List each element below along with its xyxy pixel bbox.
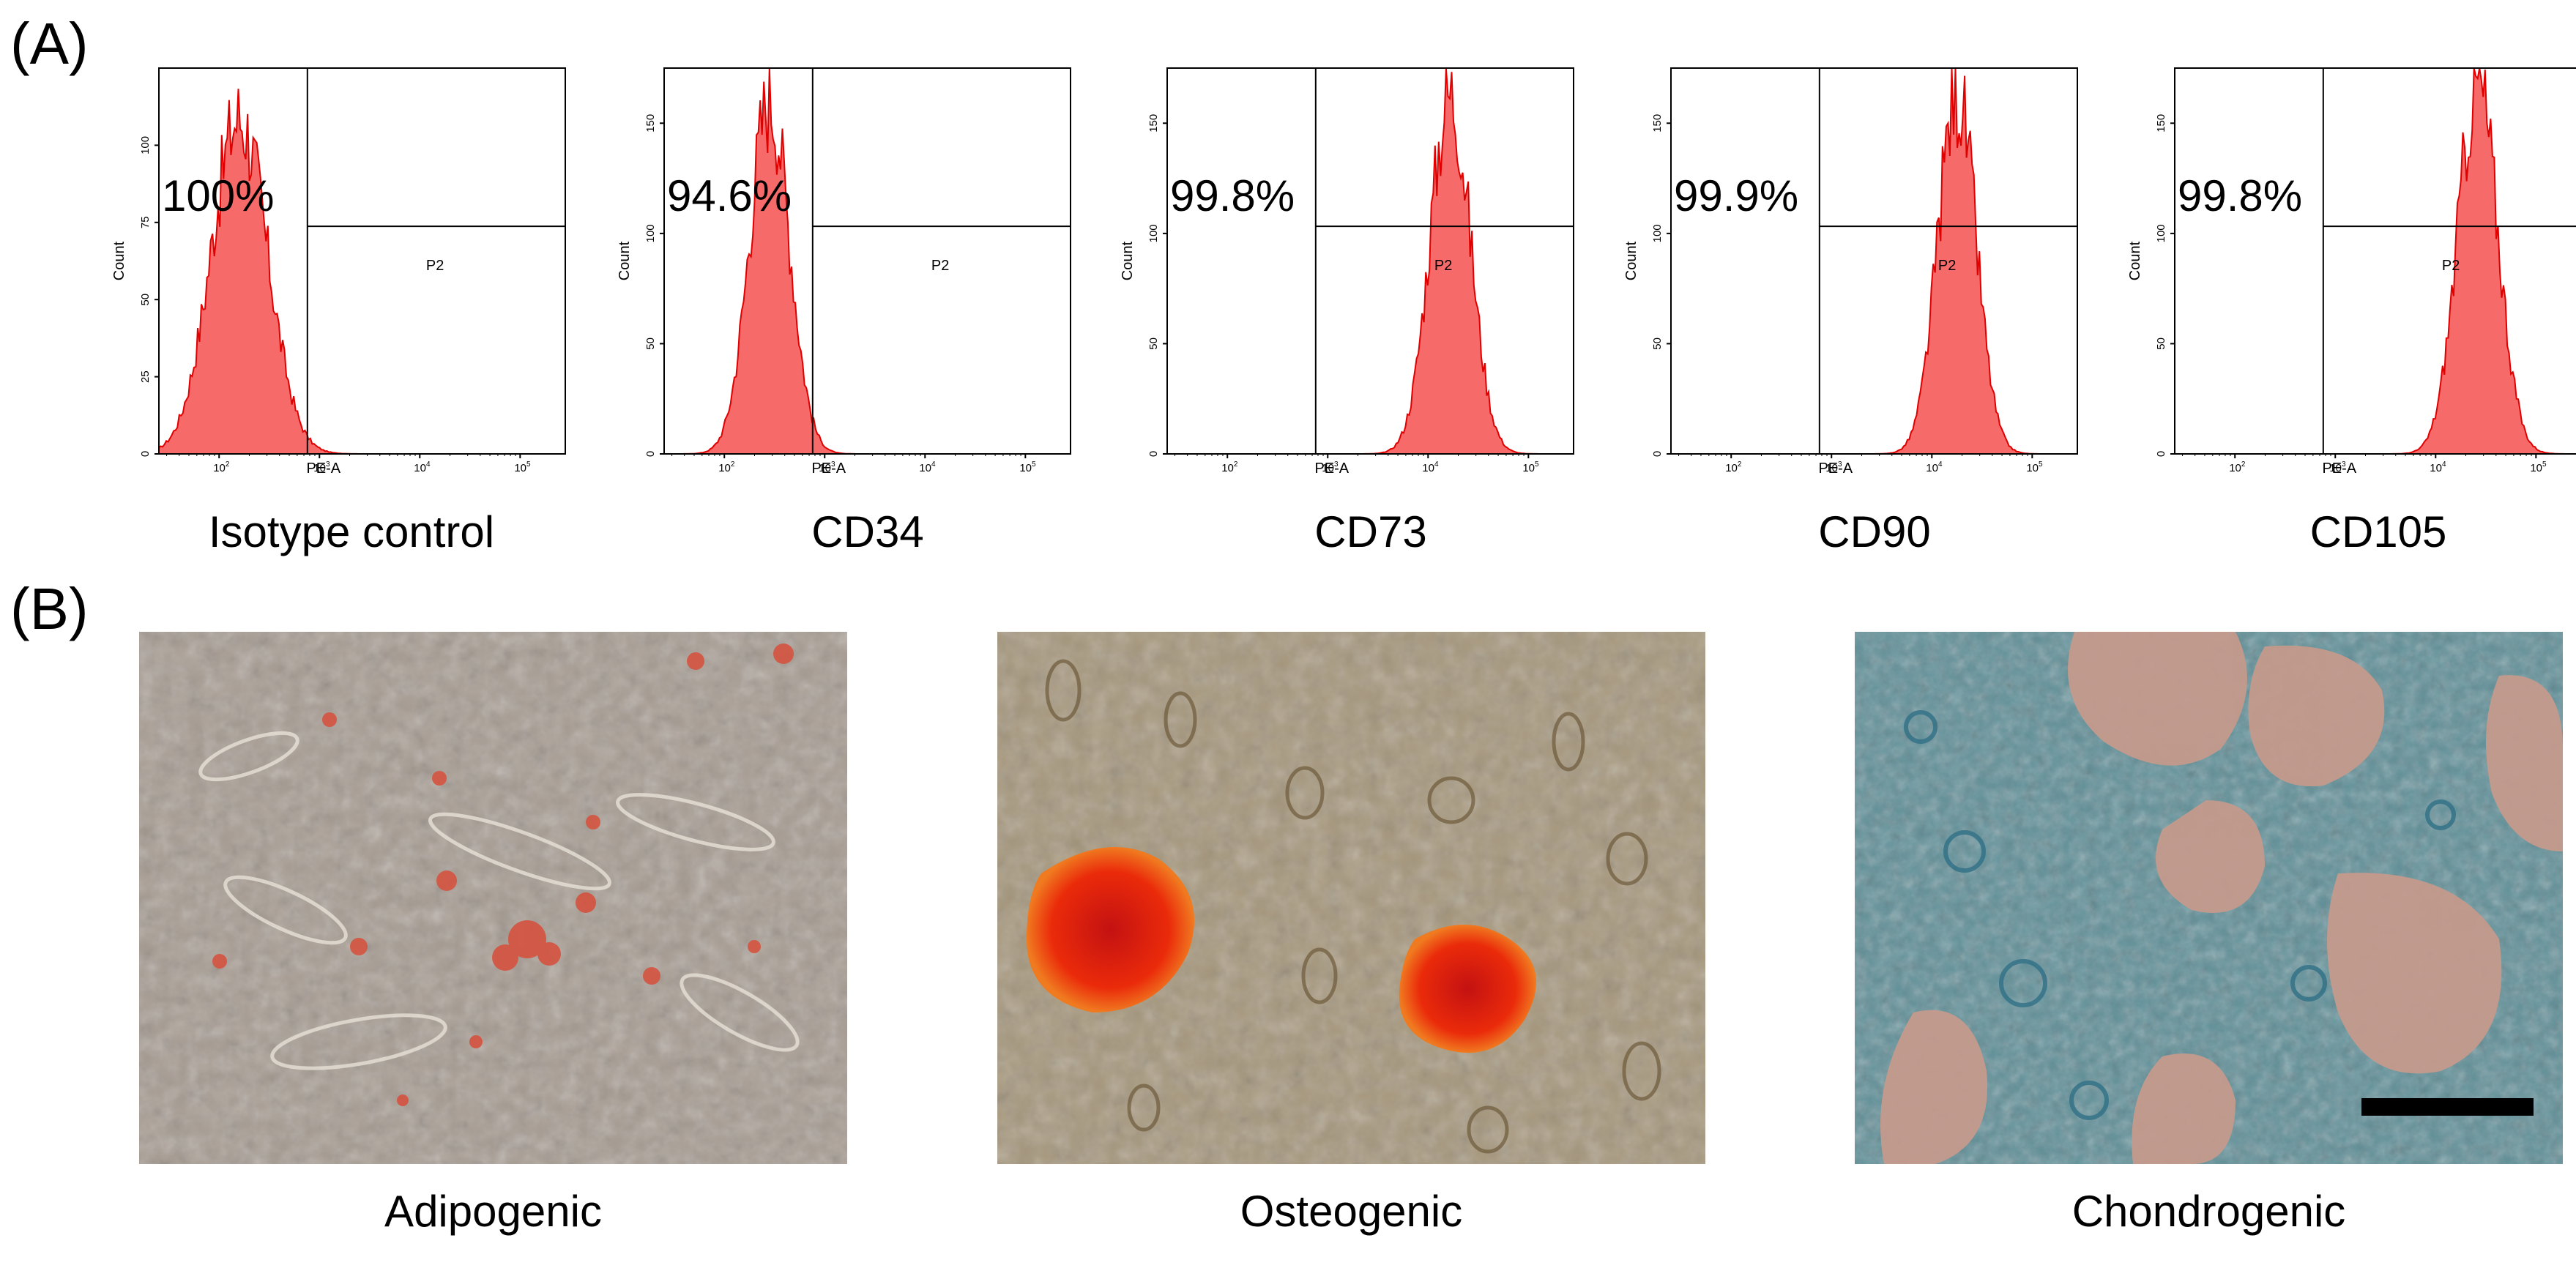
plot-frame [158,67,566,455]
x-tick-label: 105 [1019,460,1036,474]
y-tick-label: 50 [2155,337,2167,350]
micrograph-chondrogenic [1855,632,2563,1164]
y-tick-label: 25 [139,370,152,383]
percent-label: 99.8% [2178,171,2302,220]
x-axis-label: PE-A [306,460,340,477]
y-tick-label: 50 [139,294,152,306]
histogram-cd90: P2 99.9% 0 50 100 150 Count 102 103 104 105 PE-A [1623,66,2078,477]
caption-chondrogenic: Chondrogenic [2071,1187,2346,1236]
histogram-cd34: P2 94.6% 0 50 100 150 Count 102 103 104 105 PE-A [617,66,1071,477]
histogram-cd105: P2 99.8% 0 50 100 150 Count 102 103 104 105 PE-A [2127,66,2576,477]
histogram-area [1167,67,1574,455]
histogram-area [664,67,1071,455]
y-tick-label: 0 [2155,451,2167,457]
y-tick-label: 0 [644,451,657,457]
y-tick-label: 150 [2155,114,2167,133]
x-tick-label: 105 [2530,460,2547,474]
gate-label: P2 [426,258,444,274]
y-axis-label: Count [1623,241,1639,280]
panel-b-label: (B) [10,576,89,641]
y-tick-label: 100 [644,224,657,242]
plot-frame [663,67,1071,455]
x-tick-label: 104 [414,460,431,474]
x-tick-label: 105 [514,460,531,474]
x-tick-label: 103 [1825,460,1842,474]
y-tick-label: 75 [139,216,152,228]
y-tick-label: 0 [1651,451,1664,457]
caption-cd73: CD73 [1314,507,1427,556]
x-tick-label: 103 [2329,460,2346,474]
histogram-area [158,89,565,455]
histogram-svg: P2 99.9% 0 50 100 150 Count 102 103 104 105 PE-A [1623,67,2078,477]
caption-adipogenic: Adipogenic [384,1187,602,1236]
histogram-svg: P2 100% 0 25 50 75 100 Count 102 103 104 105 PE-A [111,67,566,477]
x-tick-label: 102 [1725,460,1742,474]
y-tick-label: 100 [1147,224,1160,242]
plot-frame [1166,67,1574,455]
y-tick-label: 100 [1651,224,1664,242]
x-tick-label: 104 [1422,460,1439,474]
x-tick-label: 104 [1926,460,1943,474]
histogram-svg: P2 99.8% 0 50 100 150 Count 102 103 104 105 PE-A [1120,67,1574,477]
histogram-area [2175,67,2576,455]
micrograph-osteogenic [997,632,1705,1164]
x-tick-label: 103 [313,460,330,474]
y-axis-label: Count [111,241,127,280]
caption-cd90: CD90 [1818,507,1931,556]
y-tick-label: 0 [139,451,152,457]
histogram-isotype-control: P2 100% 0 25 50 75 100 Count 102 103 104 105 PE-A [111,66,566,477]
y-axis-label: Count [1120,241,1136,280]
y-tick-label: 100 [139,136,152,154]
histogram-svg: P2 94.6% 0 50 100 150 Count 102 103 104 105 PE-A [617,67,1071,477]
x-tick-label: 102 [1221,460,1238,474]
y-tick-label: 100 [2155,224,2167,242]
caption-cd34: CD34 [811,507,924,556]
x-tick-label: 103 [819,460,835,474]
x-tick-label: 104 [919,460,936,474]
scale-bar [2361,1098,2534,1116]
y-tick-label: 150 [644,114,657,133]
y-tick-label: 50 [1147,337,1160,350]
x-tick-label: 104 [2430,460,2446,474]
panel-a-label: (A) [10,11,89,76]
x-tick-label: 102 [718,460,735,474]
percent-label: 99.8% [1170,171,1295,220]
micrograph-adipogenic [139,632,847,1164]
x-tick-label: 103 [1322,460,1339,474]
caption-isotype-control: Isotype control [208,507,495,556]
x-axis-label: PE-A [2322,460,2356,477]
x-axis-label: PE-A [811,460,846,477]
gate-label: P2 [1938,258,1956,274]
plot-frame [1670,67,2078,455]
y-tick-label: 50 [1651,337,1664,350]
y-tick-label: 50 [644,337,657,350]
gate-label: P2 [2442,258,2460,274]
caption-cd105: CD105 [2309,507,2447,556]
percent-label: 99.9% [1674,171,1798,220]
y-tick-label: 0 [1147,451,1160,457]
plot-frame [2174,67,2576,455]
x-tick-label: 105 [1522,460,1539,474]
x-tick-label: 102 [213,460,230,474]
y-axis-label: Count [2127,241,2143,280]
x-axis-label: PE-A [1314,460,1349,477]
gate-label: P2 [931,258,949,274]
x-tick-label: 105 [2026,460,2043,474]
y-tick-label: 150 [1147,114,1160,133]
histogram-cd73: P2 99.8% 0 50 100 150 Count 102 103 104 105 PE-A [1120,66,1574,477]
y-axis-label: Count [617,241,633,280]
histogram-svg: P2 99.8% 0 50 100 150 Count 102 103 104 105 PE-A [2127,67,2576,477]
y-tick-label: 150 [1651,114,1664,133]
percent-label: 100% [162,171,274,220]
x-axis-label: PE-A [1818,460,1853,477]
histogram-area [1671,67,2077,455]
caption-osteogenic: Osteogenic [1240,1187,1463,1236]
x-tick-label: 102 [2229,460,2246,474]
gate-label: P2 [1434,258,1452,274]
percent-label: 94.6% [667,171,792,220]
